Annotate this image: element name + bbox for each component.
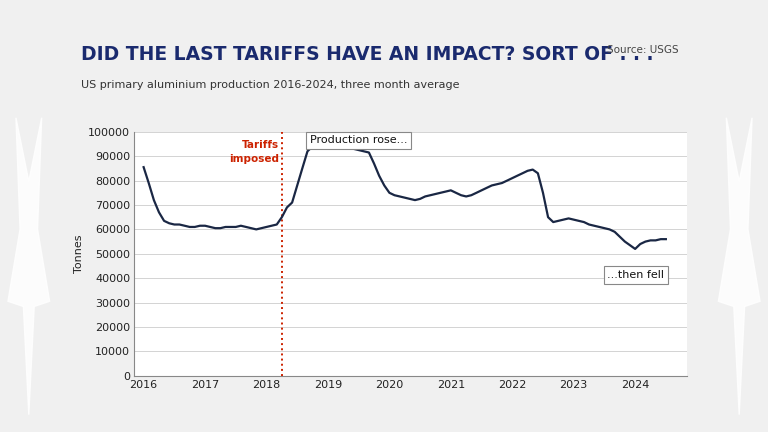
Polygon shape — [8, 118, 50, 415]
Text: US primary aluminium production 2016-2024, three month average: US primary aluminium production 2016-202… — [81, 80, 459, 90]
Text: ...then fell: ...then fell — [607, 270, 664, 280]
Text: Source: USGS: Source: USGS — [607, 45, 678, 55]
Y-axis label: Tonnes: Tonnes — [74, 235, 84, 273]
Polygon shape — [718, 118, 760, 415]
Text: Tariffs
imposed: Tariffs imposed — [230, 140, 280, 164]
Text: DID THE LAST TARIFFS HAVE AN IMPACT? SORT OF . . .: DID THE LAST TARIFFS HAVE AN IMPACT? SOR… — [81, 45, 653, 64]
Text: Production rose...: Production rose... — [310, 135, 407, 146]
